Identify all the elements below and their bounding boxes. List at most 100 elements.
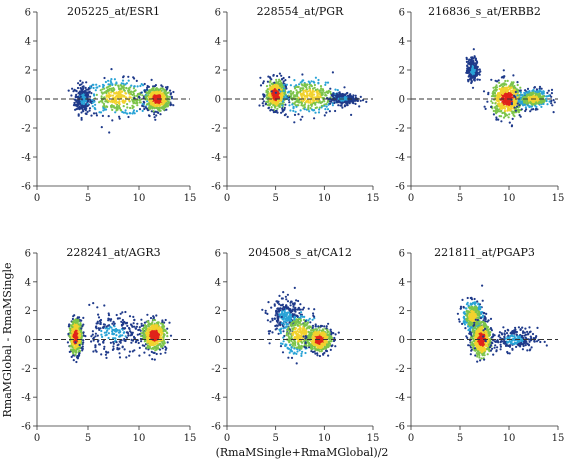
- scatter-point: [512, 118, 514, 120]
- scatter-point: [96, 306, 98, 308]
- scatter-point: [105, 326, 107, 328]
- scatter-point: [83, 103, 85, 105]
- scatter-point: [333, 100, 335, 102]
- scatter-point: [127, 116, 129, 118]
- panel-title: 204508_s_at/CA12: [248, 246, 352, 259]
- scatter-point: [315, 107, 317, 109]
- scatter-point: [79, 107, 81, 109]
- scatter-point: [95, 112, 97, 114]
- scatter-point: [344, 96, 346, 98]
- scatter-point: [275, 328, 277, 330]
- scatter-point: [129, 351, 131, 353]
- scatter-point: [149, 115, 151, 117]
- scatter-point: [144, 96, 146, 98]
- scatter-point: [280, 75, 282, 77]
- scatter-point: [129, 107, 131, 109]
- scatter-point: [509, 122, 511, 124]
- scatter-point: [80, 320, 82, 322]
- scatter-point: [268, 103, 270, 105]
- scatter-point: [166, 88, 168, 90]
- scatter-point: [318, 111, 320, 113]
- scatter-point: [149, 100, 151, 102]
- scatter-point: [156, 353, 158, 355]
- scatter-point: [102, 107, 104, 109]
- scatter-point: [89, 91, 91, 93]
- scatter-point: [153, 87, 155, 89]
- y-tick-label: 4: [215, 37, 221, 48]
- scatter-point: [110, 78, 112, 80]
- x-tick-label: 0: [224, 193, 230, 204]
- scatter-point: [79, 341, 81, 343]
- scatter-point: [329, 101, 331, 103]
- scatter-point: [155, 114, 157, 116]
- scatter-point: [120, 313, 122, 315]
- scatter-point: [99, 343, 101, 345]
- scatter-point: [112, 345, 114, 347]
- scatter-point: [133, 106, 135, 108]
- scatter-point: [156, 322, 158, 324]
- scatter-point: [288, 76, 290, 78]
- scatter-point: [131, 332, 133, 334]
- panel-title: 228241_at/AGR3: [66, 246, 160, 259]
- scatter-point: [350, 114, 352, 116]
- x-tick-label: 10: [133, 193, 146, 204]
- scatter-point: [98, 316, 100, 318]
- scatter-point: [164, 352, 166, 354]
- scatter-point: [307, 108, 309, 110]
- scatter-point: [146, 98, 148, 100]
- scatter-point: [282, 297, 284, 299]
- scatter-point: [314, 87, 316, 89]
- scatter-point: [473, 48, 475, 50]
- scatter-point: [532, 89, 534, 91]
- scatter-point: [499, 110, 501, 112]
- scatter-point: [120, 109, 122, 111]
- scatter-point: [113, 343, 115, 345]
- scatter-point: [105, 81, 107, 83]
- scatter-point: [490, 106, 492, 108]
- scatter-point: [548, 95, 550, 97]
- scatter-point: [123, 105, 125, 107]
- scatter-point: [106, 352, 108, 354]
- scatter-point: [314, 84, 316, 86]
- scatter-point: [106, 98, 108, 100]
- scatter-point: [508, 116, 510, 118]
- scatter-point: [509, 109, 511, 111]
- scatter-point: [117, 318, 119, 320]
- scatter-point: [163, 343, 165, 345]
- scatter-point: [273, 111, 275, 113]
- scatter-point: [344, 104, 346, 106]
- x-tick-label: 0: [224, 433, 230, 444]
- scatter-point: [282, 318, 284, 320]
- scatter-point: [287, 294, 289, 296]
- scatter-point: [111, 109, 113, 111]
- scatter-point: [352, 102, 354, 104]
- scatter-point: [288, 101, 290, 103]
- scatter-point: [92, 330, 94, 332]
- scatter-point: [132, 112, 134, 114]
- scatter-point: [165, 109, 167, 111]
- scatter-point: [337, 89, 339, 91]
- scatter-point: [161, 332, 163, 334]
- scatter-point: [273, 82, 275, 84]
- scatter-point: [292, 107, 294, 109]
- scatter-point: [272, 92, 274, 94]
- scatter-point: [80, 87, 82, 89]
- scatter-point: [121, 82, 123, 84]
- scatter-point: [302, 79, 304, 81]
- scatter-point: [325, 103, 327, 105]
- scatter-point: [143, 326, 145, 328]
- scatter-point: [529, 110, 531, 112]
- scatter-point: [141, 323, 143, 325]
- scatter-point: [282, 110, 284, 112]
- scatter-point: [82, 339, 84, 341]
- scatter-point: [469, 69, 471, 71]
- scatter-point: [81, 349, 83, 351]
- scatter-point: [532, 101, 534, 103]
- scatter-point: [518, 111, 520, 113]
- scatter-point: [68, 325, 70, 327]
- scatter-point: [79, 347, 81, 349]
- scatter-point: [142, 332, 144, 334]
- scatter-point: [295, 106, 297, 108]
- scatter-point: [151, 358, 153, 360]
- scatter-point: [543, 92, 545, 94]
